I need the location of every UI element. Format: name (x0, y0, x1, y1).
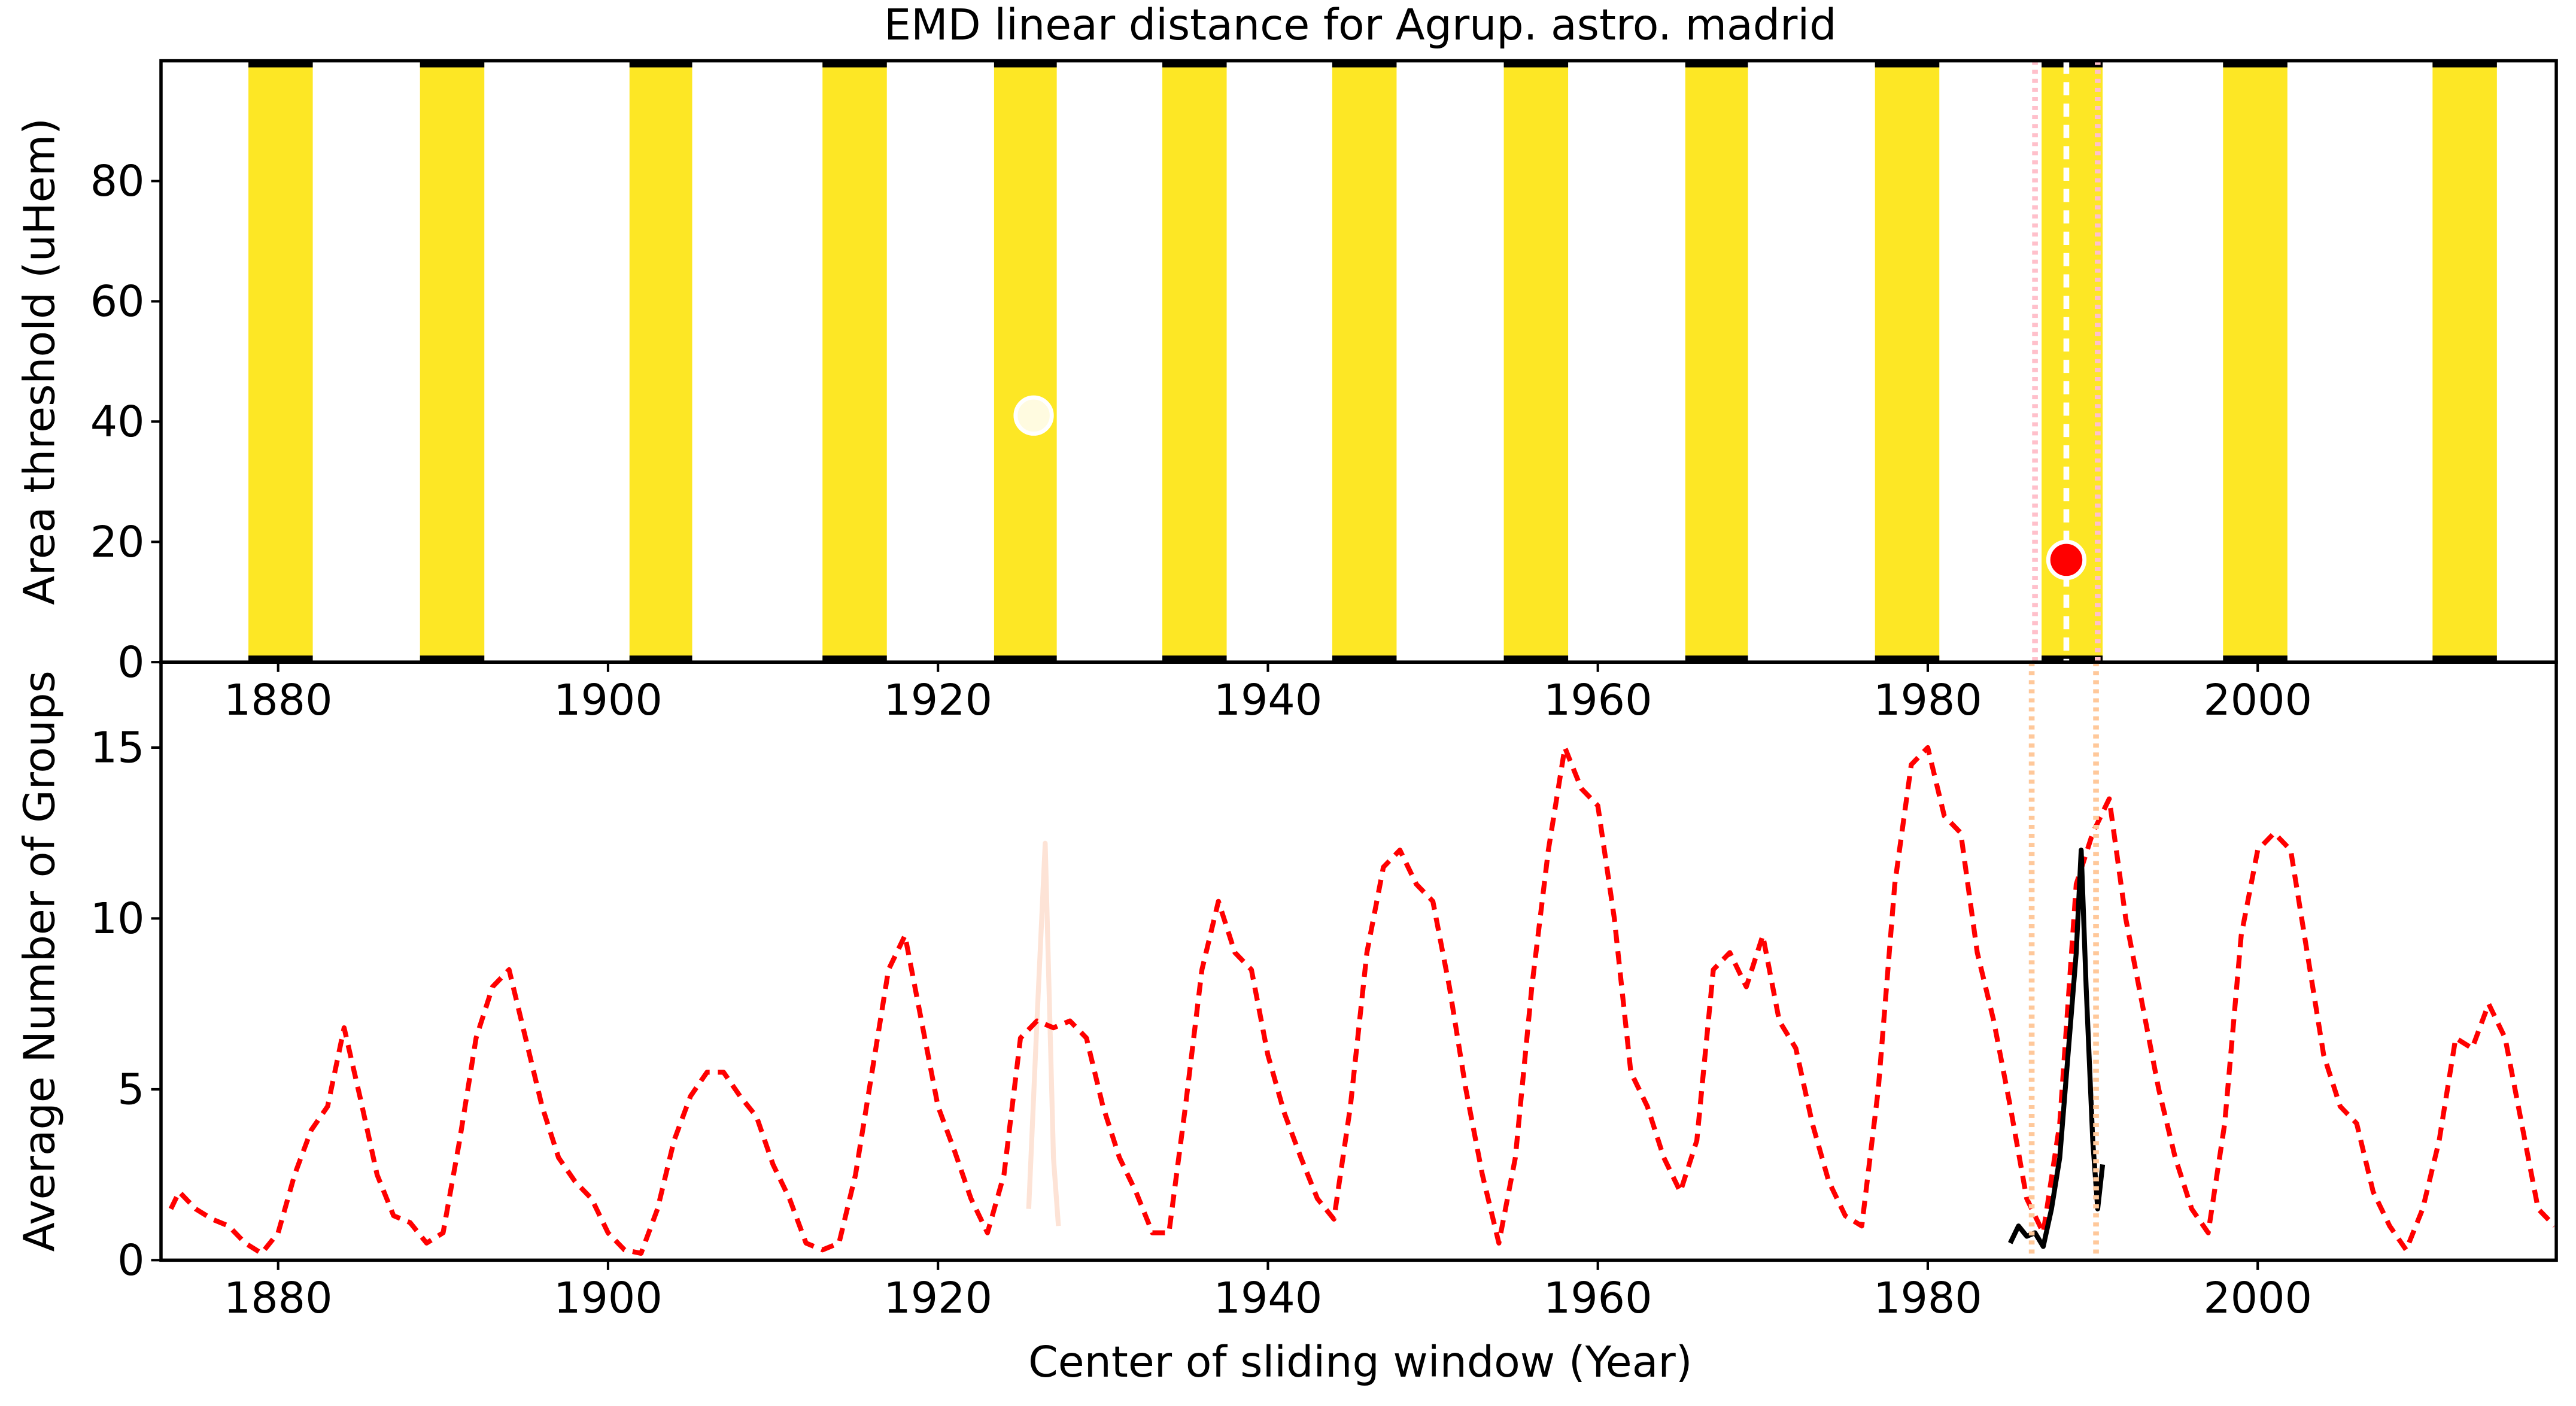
x-tick-label: 1940 (1214, 1273, 1323, 1323)
band-edge (994, 655, 1057, 663)
band-edge (2042, 60, 2103, 68)
band (1875, 60, 1940, 663)
band (1332, 60, 1397, 663)
axes-frame (159, 660, 2558, 1262)
data-line (168, 745, 2557, 1256)
x-tick-label: 1940 (1214, 675, 1323, 725)
point (1013, 395, 1054, 436)
band-edge (248, 655, 313, 663)
plot-area (168, 662, 2557, 1261)
band-edge (1162, 655, 1227, 663)
x-tick-label: 1900 (554, 1273, 663, 1323)
x-tick-label: 2000 (2203, 675, 2312, 725)
point (2046, 539, 2087, 581)
plot-area (248, 60, 2497, 663)
band (822, 60, 887, 663)
band-edge (994, 60, 1057, 68)
y-tick-label: 60 (90, 277, 145, 326)
x-axis-label: Center of sliding window (Year) (1028, 1337, 1693, 1387)
y-tick-label: 0 (117, 1235, 144, 1285)
band-edge (822, 655, 887, 663)
band (1685, 60, 1748, 663)
y-tick-label: 40 (90, 397, 145, 447)
x-tick-label: 1920 (883, 675, 992, 725)
y-axis-label: Area threshold (uHem) (15, 118, 65, 605)
band-edge (822, 60, 887, 68)
band (994, 60, 1057, 663)
band-edge (1875, 60, 1940, 68)
band (2432, 60, 2497, 663)
data-line (2008, 848, 2106, 1249)
band-edge (2223, 60, 2288, 68)
band-edge (420, 60, 485, 68)
band-edge (1875, 655, 1940, 663)
band-edge (420, 655, 485, 663)
x-tick-label: 1960 (1544, 675, 1652, 725)
y-tick-label: 15 (90, 723, 145, 773)
band (2223, 60, 2288, 663)
x-tick-label: 1880 (224, 675, 333, 725)
x-tick-label: 1980 (1873, 1273, 1982, 1323)
band-edge (1503, 655, 1569, 663)
band (1162, 60, 1227, 663)
x-tick-label: 1880 (224, 1273, 333, 1323)
band-edge (2042, 655, 2103, 663)
chart-title: EMD linear distance for Agrup. astro. ma… (884, 0, 1836, 50)
x-tick-label: 2000 (2203, 1273, 2312, 1323)
y-tick-label: 0 (117, 637, 144, 687)
band-edge (248, 60, 313, 68)
band-edge (2432, 60, 2497, 68)
band-edge (629, 60, 692, 68)
band (629, 60, 692, 663)
band (248, 60, 313, 663)
x-tick-label: 1960 (1544, 1273, 1652, 1323)
x-tick-label: 1980 (1873, 675, 1982, 725)
band-edge (2432, 655, 2497, 663)
band-edge (629, 655, 692, 663)
band-edge (1332, 655, 1397, 663)
band-edge (1685, 60, 1748, 68)
y-axis-label: Average Number of Groups (15, 670, 65, 1252)
y-tick-label: 20 (90, 517, 145, 567)
x-tick-label: 1900 (554, 675, 663, 725)
data-line (1026, 840, 1061, 1226)
band-edge (2223, 655, 2288, 663)
x-tick-label: 1920 (883, 1273, 992, 1323)
band-edge (1162, 60, 1227, 68)
band (420, 60, 485, 663)
band (1503, 60, 1569, 663)
y-tick-label: 5 (117, 1065, 144, 1115)
y-tick-label: 80 (90, 156, 145, 206)
band-edge (1332, 60, 1397, 68)
band-edge (1685, 655, 1748, 663)
band-edge (1503, 60, 1569, 68)
y-tick-label: 10 (90, 894, 145, 943)
